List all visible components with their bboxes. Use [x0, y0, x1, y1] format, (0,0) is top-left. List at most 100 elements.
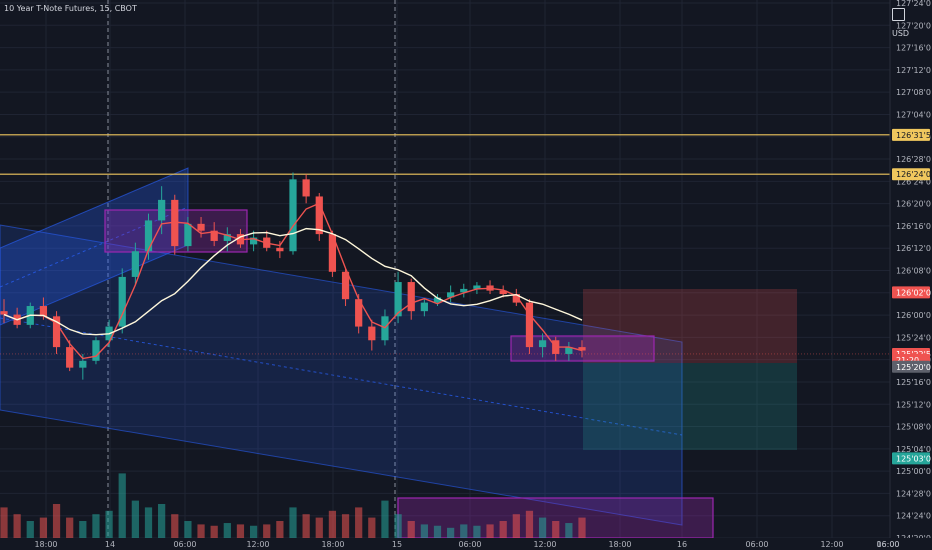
volume-bar	[433, 525, 442, 538]
price-tick-label: 125'00'0	[896, 467, 931, 476]
price-tick-label: 127'16'0	[896, 44, 931, 53]
volume-bar	[236, 524, 245, 538]
price-tag-text: 125'20'0	[896, 363, 931, 372]
price-tick-label: 126'28'0	[896, 155, 931, 164]
volume-bar	[447, 527, 455, 538]
level-price-text: 126'31'5	[896, 131, 931, 140]
time-tick-label: 18:00	[608, 540, 631, 549]
time-tick-label: 06:00	[173, 540, 196, 549]
regression-channel	[0, 224, 683, 526]
candle-body	[433, 297, 442, 303]
volume-bar	[223, 523, 231, 538]
fast-moving-average	[3, 202, 583, 360]
time-tick-label: 14	[105, 540, 115, 549]
channel-midline	[0, 317, 683, 436]
price-tick-label: 125'08'0	[896, 423, 931, 432]
candle-body	[355, 299, 363, 327]
price-tick-label: 127'08'0	[896, 88, 931, 97]
candle-body	[565, 347, 573, 354]
price-tick-label: 125'12'0	[896, 400, 931, 409]
candle-body	[197, 223, 205, 231]
volume-bar	[105, 510, 113, 538]
volume-bar	[39, 517, 48, 538]
volume-bar	[52, 504, 61, 538]
candle-body	[171, 199, 179, 247]
price-tick-label: 127'20'0	[896, 21, 931, 30]
volume-bar	[460, 524, 468, 538]
candle-body	[420, 302, 428, 312]
price-tick-label: 126'24'0	[896, 177, 931, 186]
volume-bar	[473, 525, 481, 538]
candle-body	[289, 179, 297, 252]
volume-bar	[66, 517, 74, 538]
currency-selector[interactable]: USD	[892, 4, 922, 38]
time-tick-label: 06:00	[876, 540, 899, 549]
level-price-tag	[892, 128, 930, 141]
time-tick-label: 12:00	[533, 540, 556, 549]
volume-bar	[394, 514, 402, 538]
price-tag-text: 126'02'0	[896, 288, 931, 297]
candle-body	[144, 220, 153, 252]
time-tick-label: 12:00	[246, 540, 269, 549]
volume-bar	[144, 507, 153, 538]
volume-bar	[263, 524, 271, 538]
time-axis-panel	[0, 538, 932, 550]
candle-body	[131, 251, 139, 277]
candle-body	[473, 285, 481, 289]
volume-bar	[184, 521, 192, 538]
price-tick-label: 125'24'0	[896, 333, 931, 342]
price-tag-text: 21:20	[896, 356, 919, 365]
candle-body	[223, 234, 231, 241]
candle-body	[184, 223, 192, 247]
candle-body	[276, 247, 284, 252]
volume-bar	[578, 517, 586, 538]
time-tick-label: 15	[392, 540, 402, 549]
volume-bar	[355, 507, 363, 538]
candle-body	[578, 347, 586, 351]
volume-bar	[276, 521, 284, 538]
volume-bar	[26, 521, 34, 538]
candle-body	[92, 340, 100, 361]
candle-body	[525, 302, 534, 348]
volume-bar	[486, 524, 494, 538]
volume-bar	[341, 514, 350, 538]
volume-bar	[525, 510, 534, 538]
candle-body	[341, 271, 350, 300]
rising-channel-midline	[0, 206, 189, 288]
target-zone	[583, 363, 797, 450]
price-tag	[892, 286, 930, 299]
volume-bar	[118, 473, 126, 538]
price-tag-text: 125'03'0	[896, 454, 931, 463]
time-tick-label: 12:00	[820, 540, 843, 549]
price-tick-label: 125'16'0	[896, 378, 931, 387]
candle-body	[79, 360, 87, 368]
volume-bar	[92, 514, 100, 538]
candle-body	[394, 282, 402, 317]
candle-body	[302, 179, 310, 197]
volume-bar	[0, 507, 8, 538]
volume-bar	[328, 510, 337, 538]
time-tick-label: 06:00	[458, 540, 481, 549]
candle-body	[538, 340, 547, 348]
chart-title: 10 Year T-Note Futures, 15, CBOT	[4, 4, 137, 13]
time-tick-label: 16	[677, 540, 687, 549]
candle-body	[39, 306, 48, 317]
candle-body	[512, 294, 520, 303]
price-tag	[892, 360, 930, 373]
candle-body	[52, 316, 61, 348]
volume-bar	[197, 524, 205, 538]
volume-bar	[512, 514, 520, 538]
price-tick-label: 127'24'0	[896, 0, 931, 8]
candle-body	[158, 199, 166, 221]
candle-body	[447, 292, 455, 298]
candle-body	[368, 326, 376, 341]
volume-bar	[565, 523, 573, 538]
price-tick-label: 126'12'0	[896, 244, 931, 253]
level-price-text: 126'24'0	[896, 170, 931, 179]
candle-body	[460, 288, 468, 293]
volume-bar	[499, 521, 507, 538]
price-tick-label: 127'04'0	[896, 110, 931, 119]
price-tag	[892, 452, 930, 465]
volume-bar	[315, 517, 323, 538]
